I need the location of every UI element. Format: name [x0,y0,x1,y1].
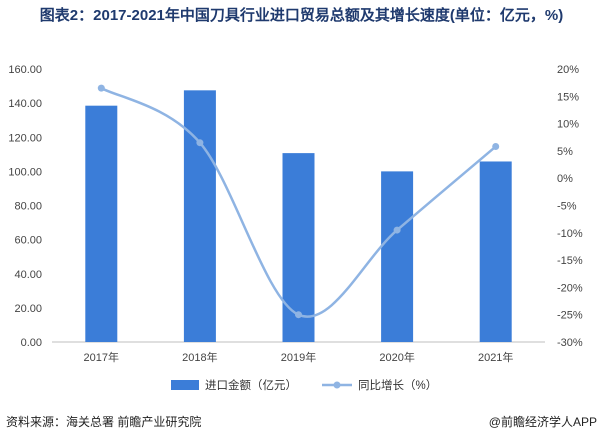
brand-note: @前瞻经济学人APP [488,415,597,429]
growth-point [393,226,401,234]
y-left-tick-label: 40.00 [14,269,42,281]
y-right-tick-label: 10% [557,119,579,131]
bar [183,90,216,342]
y-right-tick-label: -25% [557,310,583,322]
source-note: 资料来源：海关总署 前瞻产业研究院 [6,415,202,429]
y-left-tick-label: 20.00 [14,303,42,315]
y-left-tick-label: 160.00 [8,64,42,76]
y-left-tick-label: 120.00 [8,132,42,144]
y-left-tick-label: 0.00 [21,337,42,349]
line-series [97,84,500,319]
x-tick-label: 2021年 [478,350,513,364]
growth-point [492,143,500,151]
bar [381,171,414,342]
legend-label-line: 同比增长（%） [358,378,437,392]
legend-label-bar: 进口金额（亿元） [205,378,297,392]
chart-title: 图表2：2017-2021年中国刀具行业进口贸易总额及其增长速度(单位：亿元，%… [39,7,564,24]
legend: 进口金额（亿元） 同比增长（%） [171,378,437,392]
legend-swatch-point [333,381,341,389]
growth-point [97,84,105,92]
y-right-tick-label: 0% [557,173,573,185]
y-right-tick-label: -10% [557,228,583,240]
y-right-tick-label: 15% [557,91,579,103]
y-right-tick-label: 5% [557,146,573,158]
y-left-tick-label: 80.00 [14,201,42,213]
bar [85,105,118,342]
bar-series [85,90,512,342]
axes: 0.00 20.00 40.00 60.00 80.00 100.00 120.00 140.… [8,64,583,364]
y-left-tick-label: 140.00 [8,98,42,110]
bar [282,153,315,342]
x-tick-label: 2018年 [182,350,217,364]
y-right-tick-label: 20% [557,64,579,76]
bar [479,161,512,342]
y-right-tick-label: -5% [557,201,577,213]
y-left-tick-label: 60.00 [14,235,42,247]
y-right-tick-label: -20% [557,282,583,294]
x-tick-label: 2020年 [379,350,414,364]
growth-point [295,311,302,319]
x-tick-label: 2017年 [84,350,119,364]
y-right-tick-label: -15% [557,255,583,267]
growth-point [196,139,204,147]
y-left-tick-label: 100.00 [8,166,42,178]
x-tick-label: 2019年 [281,350,316,364]
y-right-tick-label: -30% [557,337,583,349]
legend-swatch-bar [171,380,199,390]
